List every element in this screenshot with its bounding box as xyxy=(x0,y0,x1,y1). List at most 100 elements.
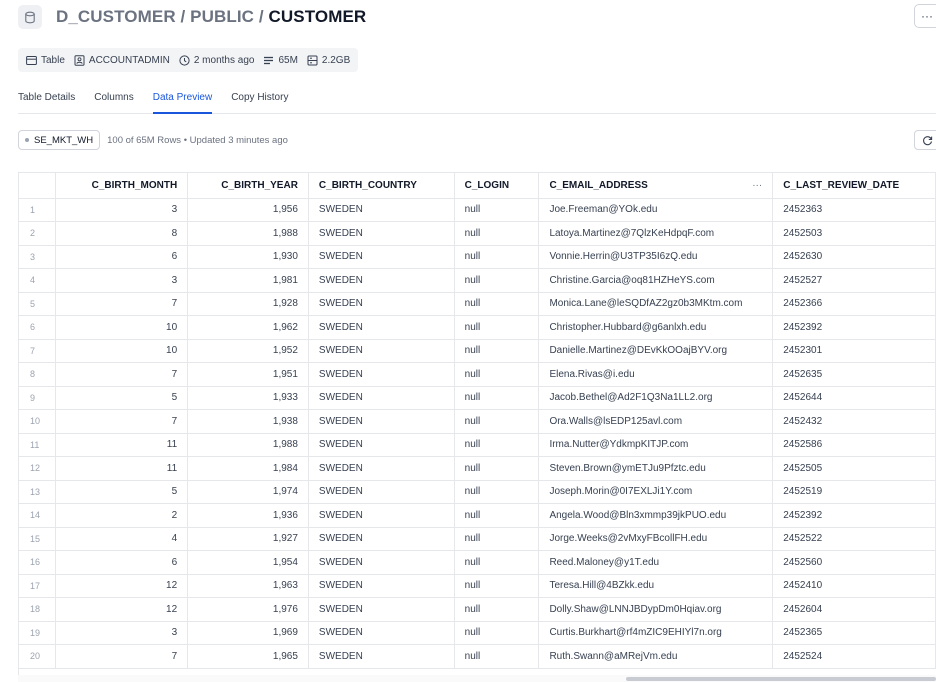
cell-c-email-address[interactable]: Steven.Brown@ymETJu9Pfztc.edu xyxy=(538,456,774,481)
cell-c-last-review-date[interactable]: 2452410 xyxy=(772,574,936,598)
table-row[interactable]: 6 10 1,962 SWEDEN null Christopher.Hubbard@g6… xyxy=(19,315,936,340)
table-row[interactable]: 8 7 1,951 SWEDEN null Elena.Rivas@i.edu 245263… xyxy=(19,362,936,387)
cell-c-birth-country[interactable]: SWEDEN xyxy=(308,597,455,622)
cell-c-email-address[interactable]: Monica.Lane@leSQDfAZ2gz0b3MKtm.com xyxy=(538,292,774,316)
cell-c-login[interactable]: null xyxy=(454,339,540,363)
cell-c-last-review-date[interactable]: 2452630 xyxy=(772,245,936,269)
cell-c-birth-country[interactable]: SWEDEN xyxy=(308,339,455,363)
cell-c-last-review-date[interactable]: 2452604 xyxy=(772,597,936,622)
cell-c-email-address[interactable]: Jacob.Bethel@Ad2F1Q3Na1LL2.org xyxy=(538,386,774,410)
cell-c-login[interactable]: null xyxy=(454,503,540,528)
cell-c-birth-month[interactable]: 7 xyxy=(55,292,189,316)
column-header-c-login[interactable]: C_LOGIN xyxy=(454,173,540,199)
cell-c-birth-year[interactable]: 1,927 xyxy=(187,527,309,551)
cell-c-email-address[interactable]: Ora.Walls@lsEDP125avl.com xyxy=(538,409,774,434)
cell-c-birth-year[interactable]: 1,984 xyxy=(187,456,309,481)
column-header-c-last-review-date[interactable]: C_LAST_REVIEW_DATE xyxy=(772,173,936,199)
cell-c-birth-country[interactable]: SWEDEN xyxy=(308,456,455,481)
tab-columns[interactable]: Columns xyxy=(94,92,134,103)
table-row[interactable]: 7 10 1,952 SWEDEN null Danielle.Martinez@DEvK… xyxy=(19,339,936,363)
cell-c-last-review-date[interactable]: 2452432 xyxy=(772,409,936,434)
table-row[interactable]: 1 3 1,956 SWEDEN null Joe.Freeman@YOk.edu 2452… xyxy=(19,198,936,222)
cell-c-birth-month[interactable]: 5 xyxy=(55,480,189,504)
cell-c-login[interactable]: null xyxy=(454,621,540,645)
table-row[interactable]: 5 7 1,928 SWEDEN null Monica.Lane@leSQDfAZ2gz… xyxy=(19,292,936,316)
cell-c-login[interactable]: null xyxy=(454,292,540,316)
cell-c-birth-month[interactable]: 12 xyxy=(55,574,189,598)
cell-c-birth-month[interactable]: 7 xyxy=(55,362,189,387)
cell-c-last-review-date[interactable]: 2452635 xyxy=(772,362,936,387)
table-row[interactable]: 13 5 1,974 SWEDEN null Joseph.Morin@0I7EXLJi1… xyxy=(19,480,936,504)
cell-c-login[interactable]: null xyxy=(454,268,540,293)
cell-c-login[interactable]: null xyxy=(454,456,540,481)
cell-c-birth-month[interactable]: 3 xyxy=(55,268,189,293)
cell-c-login[interactable]: null xyxy=(454,315,540,340)
cell-c-login[interactable]: null xyxy=(454,597,540,622)
cell-c-last-review-date[interactable]: 2452586 xyxy=(772,433,936,457)
cell-c-birth-month[interactable]: 10 xyxy=(55,315,189,340)
cell-c-birth-year[interactable]: 1,956 xyxy=(187,198,309,222)
warehouse-selector[interactable]: SE_MKT_WH xyxy=(18,130,101,150)
cell-c-birth-month[interactable]: 6 xyxy=(55,245,189,269)
cell-c-last-review-date[interactable]: 2452505 xyxy=(772,456,936,481)
cell-c-birth-month[interactable]: 6 xyxy=(55,550,189,575)
cell-c-last-review-date[interactable]: 2452503 xyxy=(772,221,936,246)
cell-c-birth-month[interactable]: 5 xyxy=(55,386,189,410)
cell-c-birth-country[interactable]: SWEDEN xyxy=(308,221,455,246)
cell-c-birth-country[interactable]: SWEDEN xyxy=(308,527,455,551)
cell-c-birth-year[interactable]: 1,962 xyxy=(187,315,309,340)
cell-c-birth-country[interactable]: SWEDEN xyxy=(308,480,455,504)
cell-c-birth-month[interactable]: 7 xyxy=(55,644,189,669)
cell-c-birth-country[interactable]: SWEDEN xyxy=(308,433,455,457)
cell-c-last-review-date[interactable]: 2452522 xyxy=(772,527,936,551)
cell-c-birth-month[interactable]: 3 xyxy=(55,621,189,645)
cell-c-email-address[interactable]: Teresa.Hill@4BZkk.edu xyxy=(538,574,774,598)
cell-c-birth-year[interactable]: 1,976 xyxy=(187,597,309,622)
table-row[interactable]: 12 11 1,984 SWEDEN null Steven.Brown@ymETJu9P… xyxy=(19,456,936,481)
cell-c-birth-country[interactable]: SWEDEN xyxy=(308,198,455,222)
horizontal-scrollbar-thumb[interactable] xyxy=(626,677,936,681)
table-row[interactable]: 3 6 1,930 SWEDEN null Vonnie.Herrin@U3TP35I6z… xyxy=(19,245,936,269)
cell-c-birth-year[interactable]: 1,952 xyxy=(187,339,309,363)
table-row[interactable]: 20 7 1,965 SWEDEN null Ruth.Swann@aMRejVm.edu… xyxy=(19,644,936,669)
cell-c-birth-year[interactable]: 1,963 xyxy=(187,574,309,598)
table-row[interactable]: 16 6 1,954 SWEDEN null Reed.Maloney@y1T.edu 24… xyxy=(19,550,936,575)
cell-c-birth-country[interactable]: SWEDEN xyxy=(308,292,455,316)
cell-c-last-review-date[interactable]: 2452392 xyxy=(772,503,936,528)
cell-c-last-review-date[interactable]: 2452524 xyxy=(772,644,936,669)
column-header-c-birth-year[interactable]: C_BIRTH_YEAR xyxy=(187,173,309,199)
table-row[interactable]: 4 3 1,981 SWEDEN null Christine.Garcia@oq81HZ… xyxy=(19,268,936,293)
table-row[interactable]: 11 11 1,988 SWEDEN null Irma.Nutter@YdkmpKITJ… xyxy=(19,433,936,457)
cell-c-login[interactable]: null xyxy=(454,245,540,269)
cell-c-birth-month[interactable]: 4 xyxy=(55,527,189,551)
cell-c-last-review-date[interactable]: 2452644 xyxy=(772,386,936,410)
cell-c-birth-month[interactable]: 11 xyxy=(55,433,189,457)
cell-c-birth-year[interactable]: 1,933 xyxy=(187,386,309,410)
cell-c-birth-month[interactable]: 12 xyxy=(55,597,189,622)
cell-c-birth-year[interactable]: 1,938 xyxy=(187,409,309,434)
cell-c-birth-year[interactable]: 1,928 xyxy=(187,292,309,316)
column-header-c-birth-month[interactable]: C_BIRTH_MONTH xyxy=(55,173,189,199)
table-row[interactable]: 14 2 1,936 SWEDEN null Angela.Wood@Bln3xmmp39… xyxy=(19,503,936,528)
table-row[interactable]: 17 12 1,963 SWEDEN null Teresa.Hill@4BZkk.edu… xyxy=(19,574,936,598)
cell-c-login[interactable]: null xyxy=(454,644,540,669)
cell-c-login[interactable]: null xyxy=(454,409,540,434)
cell-c-birth-year[interactable]: 1,974 xyxy=(187,480,309,504)
tab-copy-history[interactable]: Copy History xyxy=(231,92,289,103)
cell-c-birth-year[interactable]: 1,969 xyxy=(187,621,309,645)
table-row[interactable]: 2 8 1,988 SWEDEN null Latoya.Martinez@7QlzKeH… xyxy=(19,221,936,246)
cell-c-email-address[interactable]: Curtis.Burkhart@rf4mZIC9EHIYl7n.org xyxy=(538,621,774,645)
cell-c-birth-year[interactable]: 1,988 xyxy=(187,433,309,457)
cell-c-last-review-date[interactable]: 2452519 xyxy=(772,480,936,504)
cell-c-birth-month[interactable]: 2 xyxy=(55,503,189,528)
cell-c-login[interactable]: null xyxy=(454,362,540,387)
cell-c-birth-month[interactable]: 7 xyxy=(55,409,189,434)
column-header-c-email-address[interactable]: C_EMAIL_ADDRESS ··· xyxy=(538,173,774,199)
table-row[interactable]: 10 7 1,938 SWEDEN null Ora.Walls@lsEDP125avl.… xyxy=(19,409,936,434)
cell-c-birth-country[interactable]: SWEDEN xyxy=(308,386,455,410)
cell-c-birth-country[interactable]: SWEDEN xyxy=(308,268,455,293)
cell-c-birth-year[interactable]: 1,936 xyxy=(187,503,309,528)
cell-c-birth-year[interactable]: 1,965 xyxy=(187,644,309,669)
cell-c-birth-year[interactable]: 1,988 xyxy=(187,221,309,246)
cell-c-birth-month[interactable]: 3 xyxy=(55,198,189,222)
